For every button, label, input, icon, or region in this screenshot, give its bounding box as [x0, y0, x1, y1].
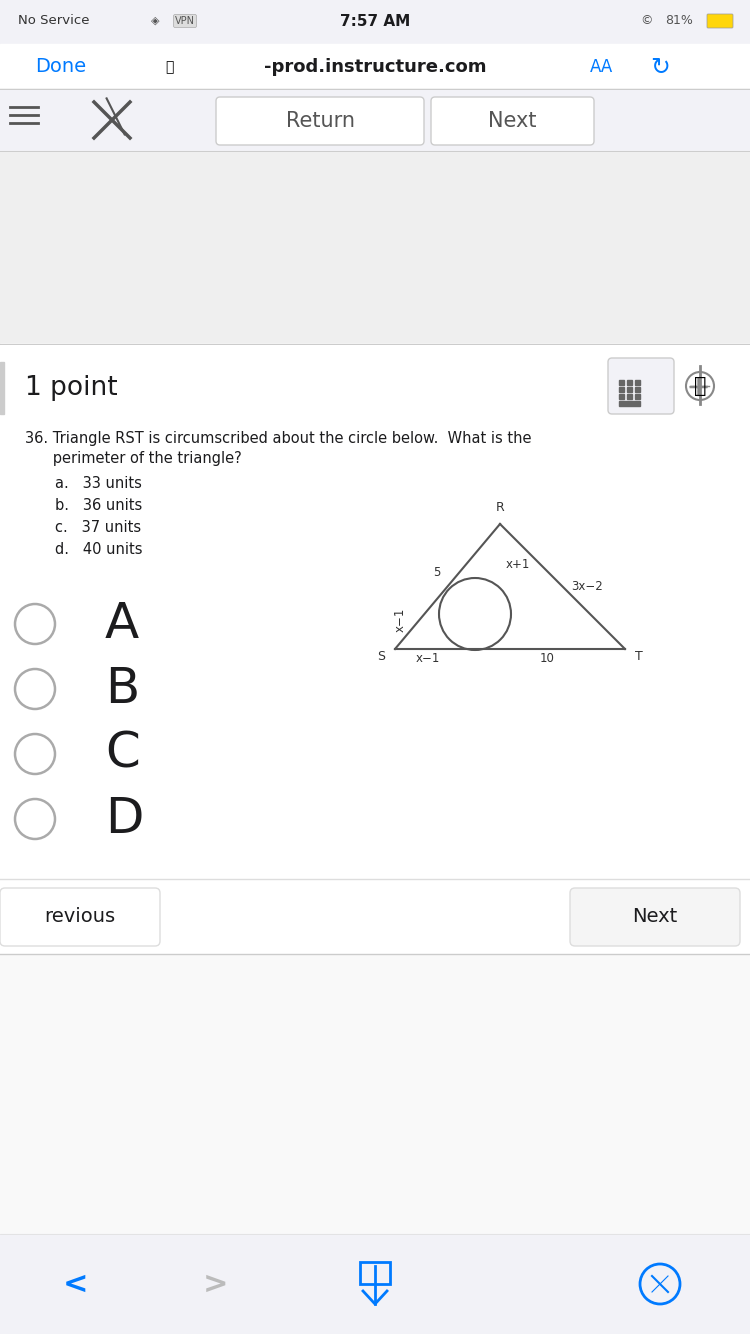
Text: 10: 10	[539, 651, 554, 664]
Bar	[635, 380, 640, 386]
Text: 5: 5	[433, 566, 441, 579]
Bar	[635, 387, 640, 392]
Text: 7:57 AM: 7:57 AM	[340, 13, 410, 28]
FancyBboxPatch shape	[431, 97, 594, 145]
Text: <: <	[62, 1270, 88, 1298]
FancyBboxPatch shape	[608, 358, 674, 414]
Bar	[619, 387, 624, 392]
Text: AA: AA	[590, 57, 613, 76]
Text: >: >	[202, 1270, 228, 1298]
Bar	[0, 0, 750, 44]
Text: Next: Next	[632, 907, 678, 927]
Text: ◈: ◈	[151, 16, 159, 25]
Bar	[627, 380, 632, 386]
Text: b.   36 units: b. 36 units	[55, 499, 142, 514]
Text: revious: revious	[44, 907, 116, 927]
Text: Next: Next	[488, 111, 536, 131]
Text: T: T	[635, 650, 643, 663]
Bar	[0, 89, 750, 151]
Text: B: B	[105, 666, 140, 712]
Bar	[0, 44, 750, 89]
Text: a.   33 units: a. 33 units	[55, 476, 142, 491]
Text: 1 point: 1 point	[25, 375, 118, 402]
Bar	[619, 394, 624, 399]
Bar	[360, 1262, 390, 1285]
FancyBboxPatch shape	[570, 888, 740, 946]
Bar	[635, 394, 640, 399]
Text: x−1: x−1	[394, 608, 406, 632]
Text: ↻: ↻	[650, 55, 670, 79]
Text: A: A	[105, 600, 140, 648]
Bar	[0, 362, 4, 414]
Bar	[0, 344, 750, 954]
Text: Done: Done	[35, 57, 86, 76]
Text: R: R	[496, 502, 504, 514]
FancyBboxPatch shape	[0, 888, 160, 946]
Text: S: S	[377, 650, 385, 663]
Text: D: D	[105, 795, 143, 843]
Text: perimeter of the triangle?: perimeter of the triangle?	[25, 451, 242, 467]
Bar	[619, 402, 640, 406]
Text: 81%: 81%	[665, 15, 693, 28]
Text: 📌: 📌	[694, 376, 706, 396]
Bar	[0, 151, 750, 344]
Text: C: C	[105, 730, 140, 778]
Bar	[627, 387, 632, 392]
Bar	[0, 954, 750, 1234]
Bar	[0, 879, 750, 954]
FancyBboxPatch shape	[216, 97, 424, 145]
Bar	[619, 380, 624, 386]
Text: c.   37 units: c. 37 units	[55, 520, 141, 535]
Text: No Service: No Service	[18, 15, 89, 28]
Text: Return: Return	[286, 111, 355, 131]
Text: 3x−2: 3x−2	[572, 579, 603, 592]
Text: x+1: x+1	[506, 558, 530, 571]
Text: ✕: ✕	[684, 370, 716, 402]
Bar	[627, 394, 632, 399]
Bar	[0, 1234, 750, 1334]
Text: x−1: x−1	[416, 651, 440, 664]
Text: d.   40 units: d. 40 units	[55, 543, 142, 558]
FancyBboxPatch shape	[707, 13, 733, 28]
Text: VPN: VPN	[175, 16, 195, 25]
Text: 36. Triangle RST is circumscribed about the circle below.  What is the: 36. Triangle RST is circumscribed about …	[25, 431, 532, 447]
Text: ©: ©	[640, 15, 652, 28]
Text: -prod.instructure.com: -prod.instructure.com	[264, 57, 486, 76]
Text: 🔒: 🔒	[165, 60, 173, 73]
